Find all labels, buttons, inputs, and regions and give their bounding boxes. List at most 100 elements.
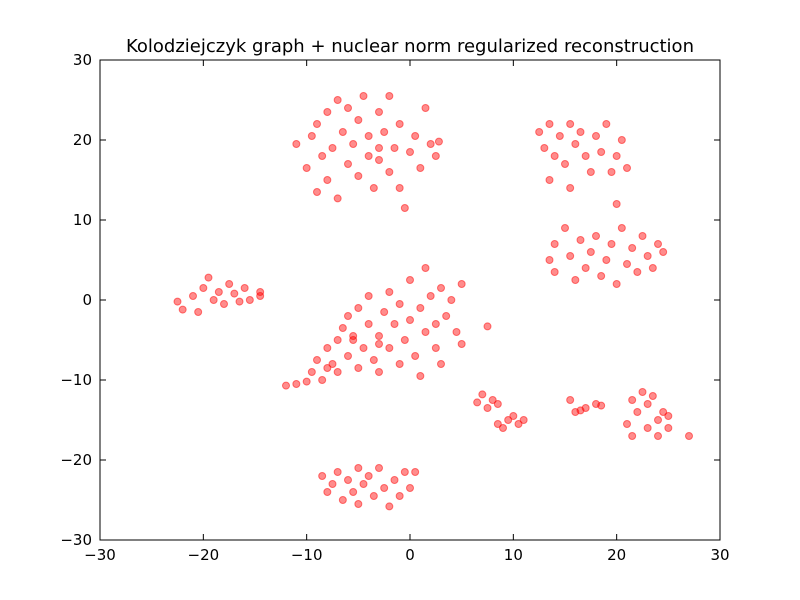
- x-tick-label: 30: [710, 546, 729, 564]
- point: [375, 332, 383, 340]
- point: [581, 404, 590, 412]
- point: [349, 336, 358, 344]
- point: [395, 184, 404, 192]
- point: [214, 288, 223, 296]
- point: [406, 484, 414, 492]
- point: [235, 297, 244, 306]
- point: [359, 344, 368, 352]
- point: [628, 432, 637, 440]
- point: [612, 200, 621, 208]
- point: [561, 160, 569, 168]
- point: [318, 376, 327, 384]
- point: [302, 164, 311, 172]
- point: [514, 420, 523, 428]
- point: [493, 420, 502, 428]
- point: [437, 284, 445, 292]
- point: [344, 312, 352, 320]
- y-tick-label: 30: [73, 51, 92, 69]
- y-tick-label: 10: [73, 211, 92, 229]
- point: [685, 432, 693, 440]
- point: [421, 264, 430, 272]
- point: [385, 344, 394, 352]
- point: [354, 500, 363, 508]
- point: [390, 476, 399, 484]
- point: [199, 284, 208, 292]
- point: [364, 472, 373, 480]
- point: [292, 140, 301, 148]
- point: [406, 316, 414, 324]
- point: [545, 120, 554, 128]
- point: [648, 392, 657, 400]
- point: [628, 244, 637, 252]
- point: [354, 304, 363, 312]
- point: [307, 368, 316, 376]
- point: [354, 172, 363, 180]
- point: [457, 280, 466, 288]
- points: [173, 92, 693, 511]
- point: [406, 276, 414, 284]
- point: [628, 396, 637, 404]
- point: [390, 320, 399, 328]
- point: [571, 276, 580, 284]
- point: [638, 232, 647, 240]
- point: [354, 116, 363, 124]
- point: [566, 252, 575, 260]
- point: [623, 164, 631, 172]
- point: [344, 160, 352, 168]
- point: [623, 260, 631, 268]
- y-tick-label: 0: [82, 291, 92, 309]
- point: [597, 401, 606, 410]
- point: [659, 248, 668, 256]
- x-tick-label: 0: [405, 546, 415, 564]
- point: [411, 468, 420, 476]
- point: [416, 304, 425, 312]
- point: [292, 380, 301, 388]
- point: [576, 128, 585, 136]
- point: [385, 288, 394, 296]
- point: [313, 356, 321, 364]
- point: [488, 396, 497, 404]
- point: [638, 388, 647, 396]
- point: [354, 364, 363, 372]
- point: [612, 152, 621, 160]
- point: [664, 424, 673, 432]
- point: [664, 412, 673, 420]
- point: [375, 144, 383, 152]
- point: [302, 377, 311, 386]
- point: [643, 424, 652, 432]
- point: [612, 280, 621, 288]
- point: [416, 372, 425, 380]
- point: [416, 164, 425, 172]
- point: [375, 464, 383, 472]
- x-tick-label: −20: [188, 546, 220, 564]
- point: [364, 292, 373, 300]
- point: [581, 152, 590, 160]
- point: [545, 256, 554, 264]
- point: [354, 464, 363, 472]
- point: [561, 224, 569, 232]
- point: [473, 398, 482, 407]
- point: [617, 224, 626, 232]
- point: [173, 297, 182, 306]
- point: [375, 340, 383, 348]
- point: [338, 128, 347, 136]
- point: [256, 292, 265, 300]
- point: [648, 264, 657, 272]
- point: [434, 137, 443, 146]
- point: [406, 148, 414, 156]
- point: [338, 324, 347, 332]
- point: [566, 184, 575, 192]
- point: [364, 132, 373, 140]
- point: [426, 140, 435, 148]
- point: [395, 492, 404, 500]
- point: [344, 104, 352, 112]
- point: [344, 352, 352, 360]
- point: [328, 360, 337, 368]
- point: [323, 176, 332, 184]
- point: [602, 120, 611, 128]
- point: [483, 404, 492, 412]
- point: [333, 468, 342, 476]
- point: [323, 108, 332, 116]
